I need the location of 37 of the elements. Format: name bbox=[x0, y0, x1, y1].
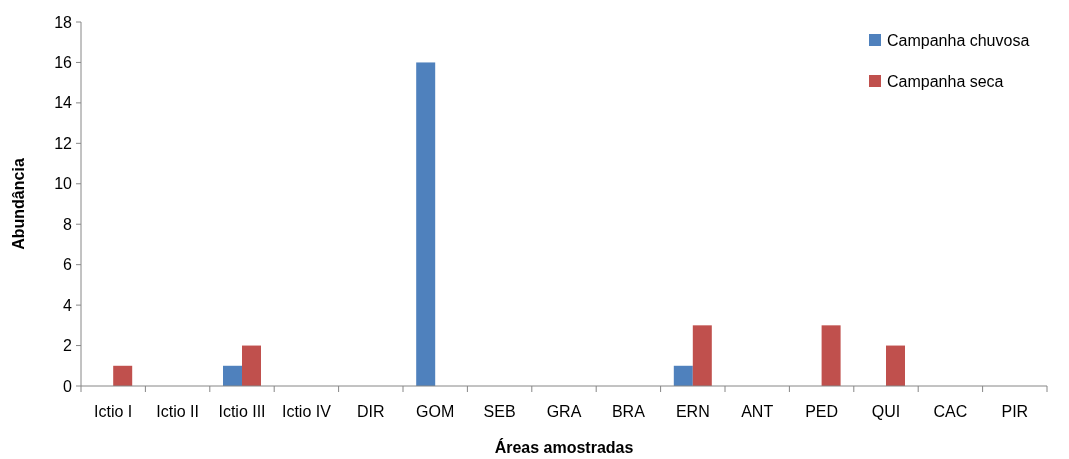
x-tick-label: QUI bbox=[871, 403, 901, 420]
bar bbox=[223, 365, 242, 386]
x-tick-label: CAC bbox=[933, 403, 968, 420]
x-tick-label: PED bbox=[805, 403, 839, 420]
y-tick-label: 10 bbox=[54, 175, 73, 193]
bar bbox=[886, 345, 905, 386]
x-tick-label: BRA bbox=[611, 403, 646, 420]
x-tick-label: Ictio IV bbox=[281, 403, 332, 420]
x-tick-label: ERN bbox=[675, 403, 710, 420]
x-tick-label: ANT bbox=[741, 403, 774, 420]
bar bbox=[242, 345, 261, 386]
y-tick-label: 16 bbox=[54, 54, 73, 72]
legend-label: Campanha seca bbox=[887, 72, 1004, 90]
y-tick-label: 2 bbox=[63, 337, 73, 355]
bar bbox=[821, 325, 841, 386]
x-tick-label: Ictio I bbox=[94, 403, 133, 420]
y-tick-label: 12 bbox=[54, 134, 73, 152]
x-tick-label: DIR bbox=[357, 403, 385, 420]
y-tick-label: 4 bbox=[63, 296, 73, 314]
x-tick-label: SEB bbox=[483, 403, 516, 420]
x-tick-label: Ictio II bbox=[156, 403, 199, 420]
y-tick-label: 6 bbox=[63, 256, 73, 274]
x-tick-label: GOM bbox=[416, 403, 455, 420]
bar bbox=[692, 325, 712, 386]
x-tick-label: PIR bbox=[1001, 403, 1029, 420]
y-axis-title: Abundância bbox=[10, 158, 27, 250]
y-tick-label: 14 bbox=[54, 94, 73, 112]
y-tick-label: 18 bbox=[54, 13, 73, 31]
y-tick-label: 8 bbox=[63, 215, 73, 233]
x-axis-title: Áreas amostradas bbox=[494, 438, 634, 456]
bar bbox=[673, 365, 693, 386]
x-tick-label: GRA bbox=[546, 403, 582, 420]
bar bbox=[416, 62, 436, 386]
x-tick-label: Ictio III bbox=[218, 403, 266, 420]
legend-label: Campanha chuvosa bbox=[887, 31, 1030, 49]
bar bbox=[113, 365, 133, 386]
y-tick-label: 0 bbox=[63, 377, 73, 395]
